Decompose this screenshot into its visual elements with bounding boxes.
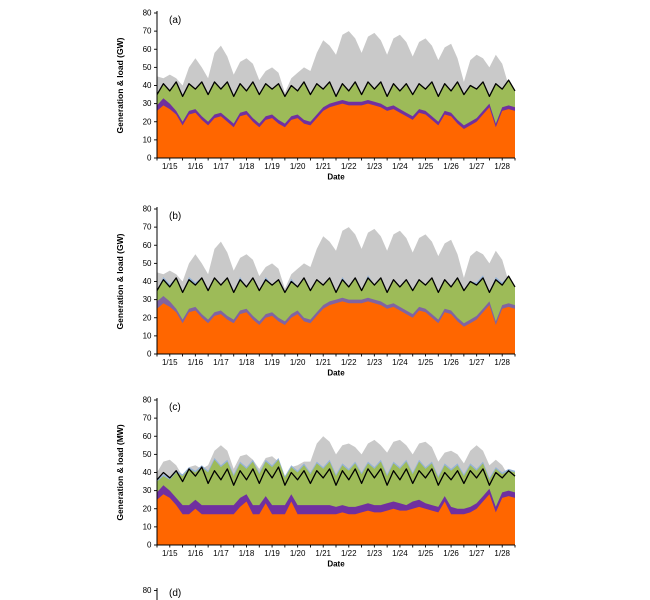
black-line: [156, 466, 516, 486]
y-tick-label: 20: [143, 504, 152, 513]
y-tick-label: 70: [143, 27, 152, 36]
y-tick-label: 30: [143, 486, 152, 495]
x-axis-title: Date: [327, 369, 345, 378]
x-tick-label: 1/20: [290, 549, 306, 558]
x-tick-label: 1/23: [367, 549, 383, 558]
x-tick-label: 1/15: [162, 162, 178, 171]
y-tick-label: 40: [143, 468, 152, 477]
y-tick-label: 50: [143, 450, 152, 459]
x-tick-label: 1/21: [315, 549, 331, 558]
x-tick-label: 1/24: [392, 358, 408, 367]
y-tick-label: 0: [147, 541, 152, 550]
x-tick-label: 1/23: [367, 162, 383, 171]
y-tick-label: 0: [147, 154, 152, 163]
x-tick-label: 1/16: [188, 358, 204, 367]
x-tick-label: 1/16: [188, 162, 204, 171]
y-tick-label: 80: [143, 586, 152, 595]
y-tick-label: 50: [143, 63, 152, 72]
y-axis-title: Generation & load (GW): [115, 37, 125, 133]
orange-area: [157, 301, 515, 354]
x-tick-label: 1/26: [443, 162, 459, 171]
black-line: [156, 79, 516, 98]
y-tick-label: 10: [143, 331, 152, 340]
y-tick-label: 80: [143, 396, 152, 405]
panel-label: (a): [169, 15, 181, 26]
y-tick-label: 60: [143, 241, 152, 250]
y-axis-title: Generation & load (GW): [115, 233, 125, 329]
black-line: [156, 275, 516, 294]
x-tick-label: 1/26: [443, 549, 459, 558]
x-tick-label: 1/25: [418, 358, 434, 367]
x-tick-label: 1/25: [418, 162, 434, 171]
y-tick-label: 60: [143, 432, 152, 441]
x-tick-label: 1/17: [213, 358, 229, 367]
y-tick-label: 10: [143, 522, 152, 531]
x-tick-label: 1/15: [162, 358, 178, 367]
x-tick-label: 1/27: [469, 549, 485, 558]
panel-c: 0 10 20 30 40 50 60 70 80 1/15 1/16 1/17 1/18 1/19 1/2…: [115, 396, 516, 569]
x-tick-label: 1/22: [341, 162, 357, 171]
x-tick-label: 1/18: [239, 549, 255, 558]
x-axis-title: Date: [327, 560, 345, 569]
x-tick-label: 1/15: [162, 549, 178, 558]
y-tick-label: 30: [143, 295, 152, 304]
y-tick-label: 40: [143, 81, 152, 90]
y-tick-label: 70: [143, 223, 152, 232]
y-tick-label: 20: [143, 117, 152, 126]
x-tick-label: 1/19: [264, 358, 280, 367]
x-tick-label: 1/19: [264, 162, 280, 171]
panel-label: (b): [169, 211, 181, 222]
x-tick-label: 1/24: [392, 549, 408, 558]
x-tick-label: 1/19: [264, 549, 280, 558]
x-tick-label: 1/28: [494, 549, 510, 558]
x-tick-label: 1/21: [315, 162, 331, 171]
panel-a: 0 10 20 30 40 50 60 70 80 1/15 1/16 1/17 1/18 1/19 1/2…: [115, 9, 516, 182]
y-tick-label: 70: [143, 414, 152, 423]
x-axis-title: Date: [327, 173, 345, 182]
x-tick-label: 1/25: [418, 549, 434, 558]
panel-b: 0 10 20 30 40 50 60 70 80 1/15 1/16 1/17 1/18 1/19 1/2…: [115, 205, 516, 378]
y-tick-label: 40: [143, 277, 152, 286]
x-tick-label: 1/27: [469, 358, 485, 367]
x-tick-label: 1/27: [469, 162, 485, 171]
x-tick-label: 1/20: [290, 358, 306, 367]
x-tick-label: 1/17: [213, 549, 229, 558]
panel-label: (d): [169, 588, 181, 599]
y-tick-label: 50: [143, 259, 152, 268]
y-tick-label: 30: [143, 99, 152, 108]
y-tick-label: 60: [143, 45, 152, 54]
x-tick-label: 1/28: [494, 358, 510, 367]
x-tick-label: 1/24: [392, 162, 408, 171]
y-tick-label: 20: [143, 313, 152, 322]
x-tick-label: 1/22: [341, 549, 357, 558]
y-tick-label: 10: [143, 135, 152, 144]
x-tick-label: 1/18: [239, 358, 255, 367]
y-tick-label: 80: [143, 205, 152, 214]
x-tick-label: 1/16: [188, 549, 204, 558]
x-tick-label: 1/26: [443, 358, 459, 367]
y-axis-title: Generation & load (MW): [115, 424, 125, 521]
x-tick-label: 1/23: [367, 358, 383, 367]
orange-area: [157, 103, 515, 158]
panel-label: (c): [169, 402, 181, 413]
y-tick-label: 0: [147, 350, 152, 359]
x-tick-label: 1/22: [341, 358, 357, 367]
orange-area: [157, 494, 515, 545]
x-tick-label: 1/17: [213, 162, 229, 171]
x-tick-label: 1/28: [494, 162, 510, 171]
panel-d: 80 (d): [143, 586, 181, 600]
x-tick-label: 1/18: [239, 162, 255, 171]
y-tick-label: 80: [143, 9, 152, 18]
x-tick-label: 1/20: [290, 162, 306, 171]
x-tick-label: 1/21: [315, 358, 331, 367]
